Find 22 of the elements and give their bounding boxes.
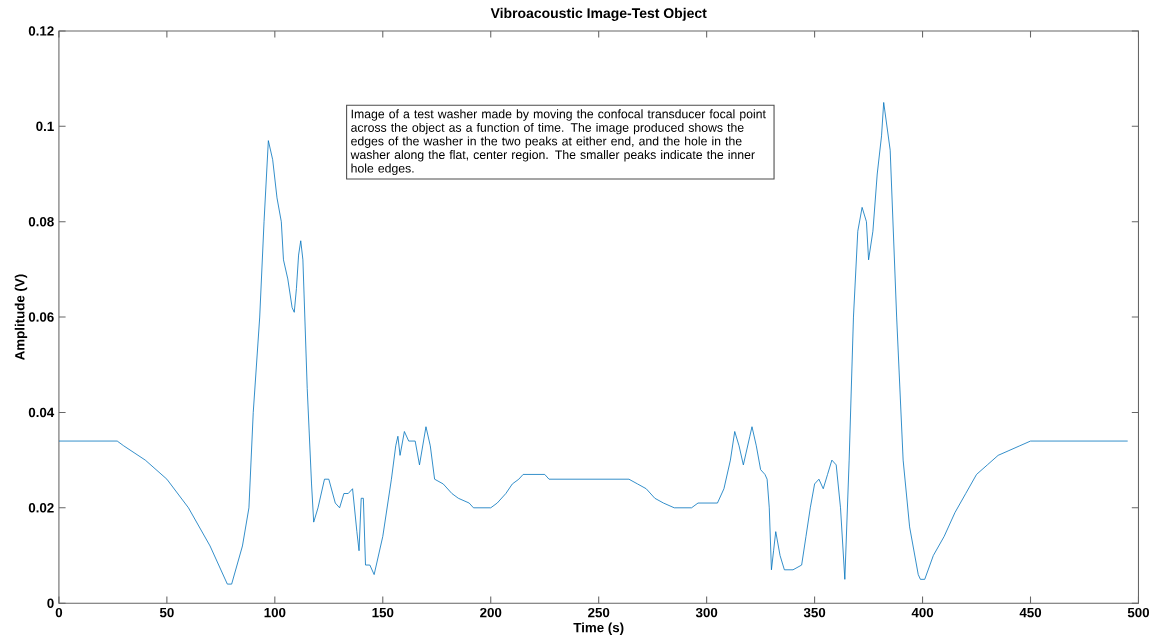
x-tick-label: 350 [803, 607, 826, 618]
x-tick-label: 150 [372, 607, 394, 618]
y-tick-label: 0.12 [28, 26, 54, 36]
x-tick-label: 500 [1127, 607, 1150, 618]
x-tick-label: 50 [159, 607, 174, 618]
y-tick-label: 0 [47, 598, 54, 608]
x-tick-label: 200 [480, 607, 502, 618]
x-tick-label: 100 [264, 607, 286, 618]
x-tick-label: 300 [695, 607, 718, 618]
x-tick-label: 0 [55, 607, 63, 618]
x-tick-label: 450 [1019, 607, 1042, 618]
y-tick-label: 0.08 [28, 216, 54, 227]
y-tick-label: 0.06 [28, 312, 54, 322]
y-axis-title: Amplitude (V) [14, 274, 28, 360]
annotation: Image of a test washer made by moving the confocal transducer focal point across the object as a function of time. The image produced shows the edges of the washer in the two peaks at either end, and the hole in the washer along the flat, center region. The smaller peaks indicate the inner hole edges. [350, 109, 766, 175]
y-tick-label: 0.02 [28, 502, 54, 513]
y-tick-label: 0.1 [36, 121, 54, 131]
x-tick-label: 400 [911, 607, 934, 618]
x-axis-title: Time (s) [573, 622, 624, 635]
x-tick-label: 250 [588, 607, 610, 618]
chart-title: Vibroacoustic Image-Test Object [490, 7, 707, 21]
y-tick-label: 0.04 [28, 407, 55, 417]
